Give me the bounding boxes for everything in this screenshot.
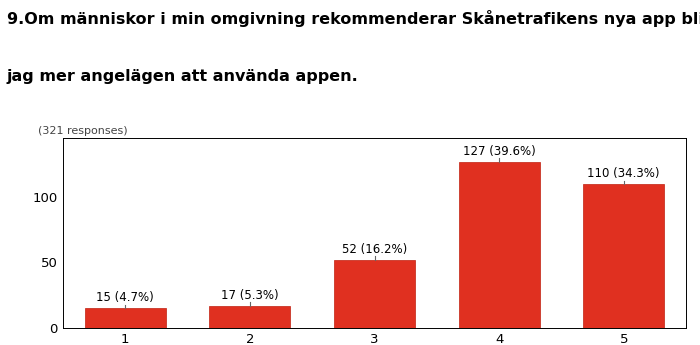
- Text: 17 (5.3%): 17 (5.3%): [221, 288, 279, 302]
- Text: 52 (16.2%): 52 (16.2%): [342, 243, 407, 256]
- Text: jag mer angelägen att använda appen.: jag mer angelägen att använda appen.: [7, 69, 358, 84]
- Text: 9.Om människor i min omgivning rekommenderar Skånetrafikens nya app blir: 9.Om människor i min omgivning rekommend…: [7, 10, 700, 27]
- Text: 15 (4.7%): 15 (4.7%): [97, 291, 154, 304]
- Text: 110 (34.3%): 110 (34.3%): [587, 167, 660, 180]
- Text: 127 (39.6%): 127 (39.6%): [463, 145, 536, 158]
- Bar: [209, 306, 290, 328]
- Bar: [85, 308, 166, 328]
- Bar: [458, 161, 540, 328]
- Bar: [583, 184, 664, 328]
- Bar: [334, 260, 415, 328]
- Text: (321 responses): (321 responses): [38, 126, 128, 136]
